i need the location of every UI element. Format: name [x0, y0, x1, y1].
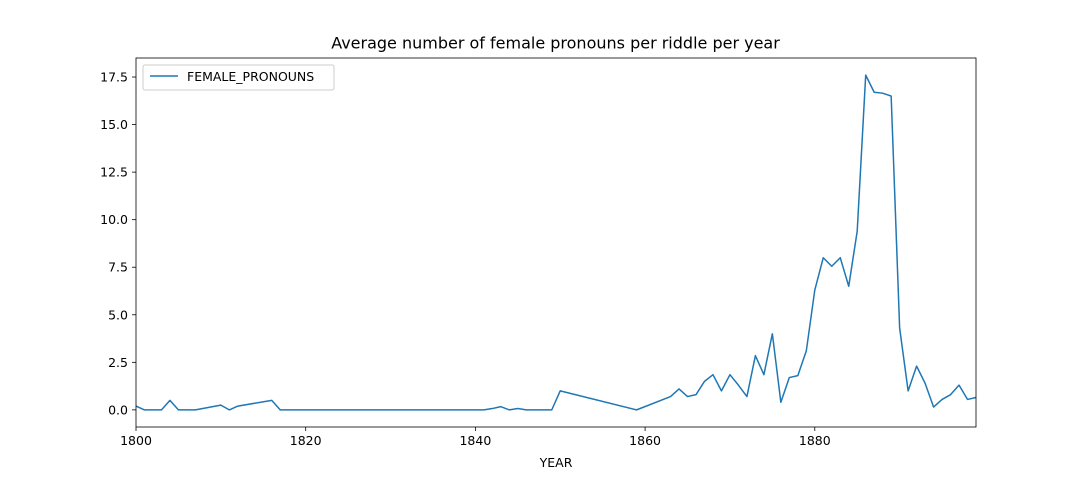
- x-axis: 1800 1820 1840 1860 1880: [120, 427, 831, 448]
- plot-background: [136, 58, 976, 427]
- y-tick-label: 0.0: [108, 402, 128, 417]
- x-tick-label: 1860: [629, 433, 661, 448]
- y-tick-label: 7.5: [108, 260, 128, 275]
- y-tick-label: 2.5: [108, 355, 128, 370]
- x-tick-label: 1800: [120, 433, 152, 448]
- x-tick-label: 1820: [290, 433, 322, 448]
- legend-label: FEMALE_PRONOUNS: [187, 69, 314, 84]
- chart-title: Average number of female pronouns per ri…: [331, 34, 780, 53]
- y-tick-label: 5.0: [108, 307, 128, 322]
- y-tick-label: 12.5: [100, 165, 128, 180]
- legend-box: [142, 64, 335, 91]
- x-axis-label: YEAR: [539, 455, 573, 470]
- series-line-0: [135, 74, 977, 411]
- y-axis: 0.0 2.5 5.0 7.5 10.0 12.5 15.0 17.5: [100, 70, 136, 417]
- y-tick-label: 15.0: [100, 117, 128, 132]
- y-tick-label: 10.0: [100, 212, 128, 227]
- plot-area: [135, 57, 977, 428]
- y-tick-label: 17.5: [100, 70, 128, 85]
- plot-frame: [135, 57, 977, 428]
- x-tick-label: 1840: [459, 433, 491, 448]
- series-layer: [135, 74, 977, 411]
- legend: FEMALE_PRONOUNS: [142, 64, 335, 91]
- x-tick-label: 1880: [799, 433, 831, 448]
